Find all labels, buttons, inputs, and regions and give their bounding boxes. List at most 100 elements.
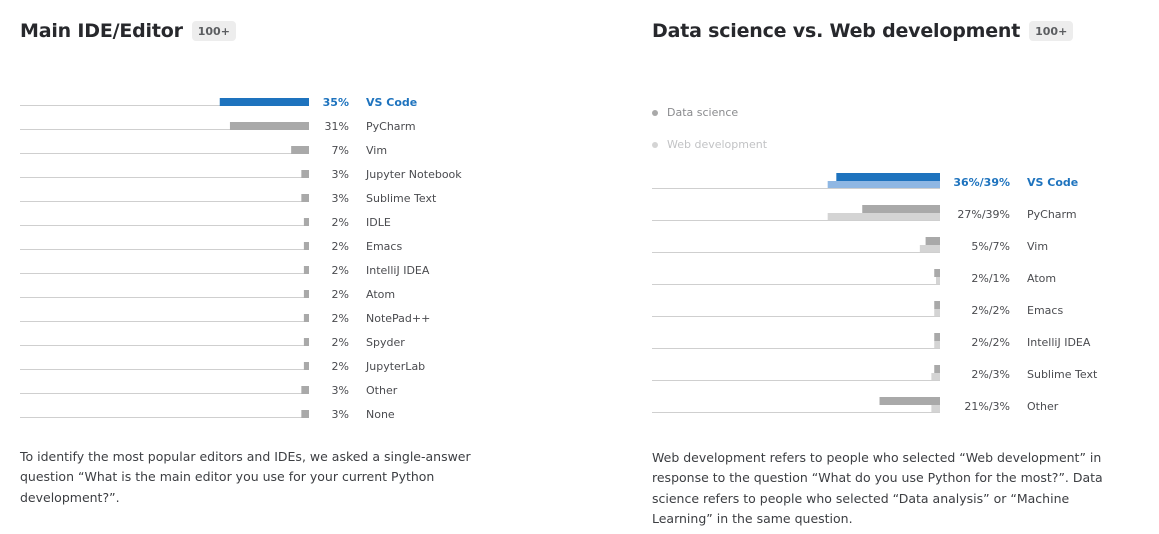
right-respondents-badge: 100+ xyxy=(1029,21,1074,41)
bar-data-science-other[interactable] xyxy=(879,397,940,405)
category-label-other: Other xyxy=(366,384,398,397)
category-label-none: None xyxy=(366,408,395,421)
value-label-atom: 2%/1% xyxy=(971,272,1010,285)
left-title-row: Main IDE/Editor 100+ xyxy=(20,20,236,42)
value-label-vs-code: 36%/39% xyxy=(953,176,1010,189)
bar-web-development-other[interactable] xyxy=(931,405,940,412)
category-label-spyder: Spyder xyxy=(366,336,405,349)
value-label-sublime-text: 2%/3% xyxy=(971,368,1010,381)
bar-data-science-sublime-text[interactable] xyxy=(934,365,940,373)
main-ide-editor-panel: Main IDE/Editor 100+ 35% VS Code 31% PyChar… xyxy=(20,0,520,534)
value-label-vim: 7% xyxy=(332,144,349,157)
category-label-intellij-idea: IntelliJ IDEA xyxy=(1027,336,1091,349)
bar-web-development-sublime-text[interactable] xyxy=(931,373,940,380)
bar-sublime-text[interactable] xyxy=(301,194,309,202)
category-label-vs-code: VS Code xyxy=(1027,176,1078,189)
category-label-sublime-text: Sublime Text xyxy=(366,192,437,205)
bar-web-development-atom[interactable] xyxy=(936,277,940,284)
category-label-vim: Vim xyxy=(1027,240,1048,253)
bar-atom[interactable] xyxy=(303,290,309,298)
bar-data-science-emacs[interactable] xyxy=(934,301,940,309)
value-label-emacs: 2%/2% xyxy=(971,304,1010,317)
legend-label-data-science: Data science xyxy=(667,106,739,119)
bar-web-development-intellij-idea[interactable] xyxy=(934,341,940,348)
category-label-pycharm: PyCharm xyxy=(366,120,416,133)
legend-item-data-science[interactable]: Data science xyxy=(652,106,738,119)
bar-row-intellij-idea[interactable]: 2%/2% IntelliJ IDEA xyxy=(652,333,1091,349)
bar-row-emacs[interactable]: 2% Emacs xyxy=(20,240,402,253)
category-label-emacs: Emacs xyxy=(366,240,402,253)
bar-none[interactable] xyxy=(301,410,309,418)
value-label-intellij-idea: 2%/2% xyxy=(971,336,1010,349)
bar-row-vim[interactable]: 7% Vim xyxy=(20,144,387,157)
left-respondents-badge: 100+ xyxy=(191,21,236,41)
bar-row-emacs[interactable]: 2%/2% Emacs xyxy=(652,301,1063,317)
category-label-other: Other xyxy=(1027,400,1059,413)
value-label-none: 3% xyxy=(332,408,349,421)
data-science-vs-web-panel: Data science vs. Web development 100+ Da… xyxy=(652,0,1152,534)
bar-data-science-vim[interactable] xyxy=(925,237,940,245)
bar-notepad[interactable] xyxy=(303,314,309,322)
value-label-spyder: 2% xyxy=(332,336,349,349)
bar-web-development-emacs[interactable] xyxy=(934,309,940,316)
bar-data-science-vs-code[interactable] xyxy=(836,173,940,181)
bar-data-science-atom[interactable] xyxy=(934,269,940,277)
bar-row-other[interactable]: 21%/3% Other xyxy=(652,397,1059,413)
category-label-idle: IDLE xyxy=(366,216,391,229)
bar-row-sublime-text[interactable]: 2%/3% Sublime Text xyxy=(652,365,1098,381)
category-label-intellij-idea: IntelliJ IDEA xyxy=(366,264,430,277)
bar-vim[interactable] xyxy=(291,146,309,154)
bar-row-atom[interactable]: 2% Atom xyxy=(20,288,395,301)
bar-row-atom[interactable]: 2%/1% Atom xyxy=(652,269,1056,285)
value-label-emacs: 2% xyxy=(332,240,349,253)
bar-web-development-vim[interactable] xyxy=(919,245,940,252)
value-label-other: 3% xyxy=(332,384,349,397)
bar-row-idle[interactable]: 2% IDLE xyxy=(20,216,391,229)
value-label-intellij-idea: 2% xyxy=(332,264,349,277)
value-label-vim: 5%/7% xyxy=(971,240,1010,253)
value-label-pycharm: 31% xyxy=(325,120,349,133)
bar-web-development-vs-code[interactable] xyxy=(827,181,940,188)
legend-item-web-development[interactable]: Web development xyxy=(652,138,767,151)
bar-jupyterlab[interactable] xyxy=(303,362,309,370)
category-label-atom: Atom xyxy=(1027,272,1056,285)
category-label-jupyter-notebook: Jupyter Notebook xyxy=(365,168,462,181)
bar-idle[interactable] xyxy=(303,218,309,226)
bar-row-spyder[interactable]: 2% Spyder xyxy=(20,336,405,349)
right-title-row: Data science vs. Web development 100+ xyxy=(652,20,1074,42)
category-label-sublime-text: Sublime Text xyxy=(1027,368,1098,381)
left-chart-caption: To identify the most popular editors and… xyxy=(20,449,471,505)
value-label-other: 21%/3% xyxy=(964,400,1010,413)
bar-jupyter-notebook[interactable] xyxy=(301,170,309,178)
bar-data-science-intellij-idea[interactable] xyxy=(934,333,940,341)
value-label-atom: 2% xyxy=(332,288,349,301)
category-label-jupyterlab: JupyterLab xyxy=(365,360,425,373)
bar-row-vim[interactable]: 5%/7% Vim xyxy=(652,237,1048,253)
bar-spyder[interactable] xyxy=(303,338,309,346)
legend-dot-icon xyxy=(652,141,658,148)
bar-row-vs-code[interactable]: 35% VS Code xyxy=(20,96,417,109)
bar-pycharm[interactable] xyxy=(229,122,309,130)
bar-other[interactable] xyxy=(301,386,309,394)
bar-row-pycharm[interactable]: 27%/39% PyCharm xyxy=(652,205,1077,221)
left-chart-title: Main IDE/Editor xyxy=(20,20,183,42)
bar-intellij-idea[interactable] xyxy=(303,266,309,274)
value-label-jupyter-notebook: 3% xyxy=(332,168,349,181)
category-label-notepad: NotePad++ xyxy=(366,312,430,325)
bar-row-other[interactable]: 3% Other xyxy=(20,384,398,397)
bar-row-jupyterlab[interactable]: 2% JupyterLab xyxy=(20,360,425,373)
chart-legend: Data science Web development xyxy=(652,106,952,156)
bar-data-science-pycharm[interactable] xyxy=(862,205,940,213)
bar-vs-code[interactable] xyxy=(219,98,309,106)
right-chart-title: Data science vs. Web development xyxy=(652,20,1021,42)
category-label-pycharm: PyCharm xyxy=(1027,208,1077,221)
bar-row-vs-code[interactable]: 36%/39% VS Code xyxy=(652,173,1078,189)
bar-row-intellij-idea[interactable]: 2% IntelliJ IDEA xyxy=(20,264,430,277)
bar-row-notepad[interactable]: 2% NotePad++ xyxy=(20,312,430,325)
bar-row-pycharm[interactable]: 31% PyCharm xyxy=(20,120,416,133)
bar-web-development-pycharm[interactable] xyxy=(827,213,940,220)
bar-row-jupyter-notebook[interactable]: 3% Jupyter Notebook xyxy=(20,168,462,181)
bar-row-none[interactable]: 3% None xyxy=(20,408,395,421)
bar-row-sublime-text[interactable]: 3% Sublime Text xyxy=(20,192,437,205)
bar-emacs[interactable] xyxy=(303,242,309,250)
